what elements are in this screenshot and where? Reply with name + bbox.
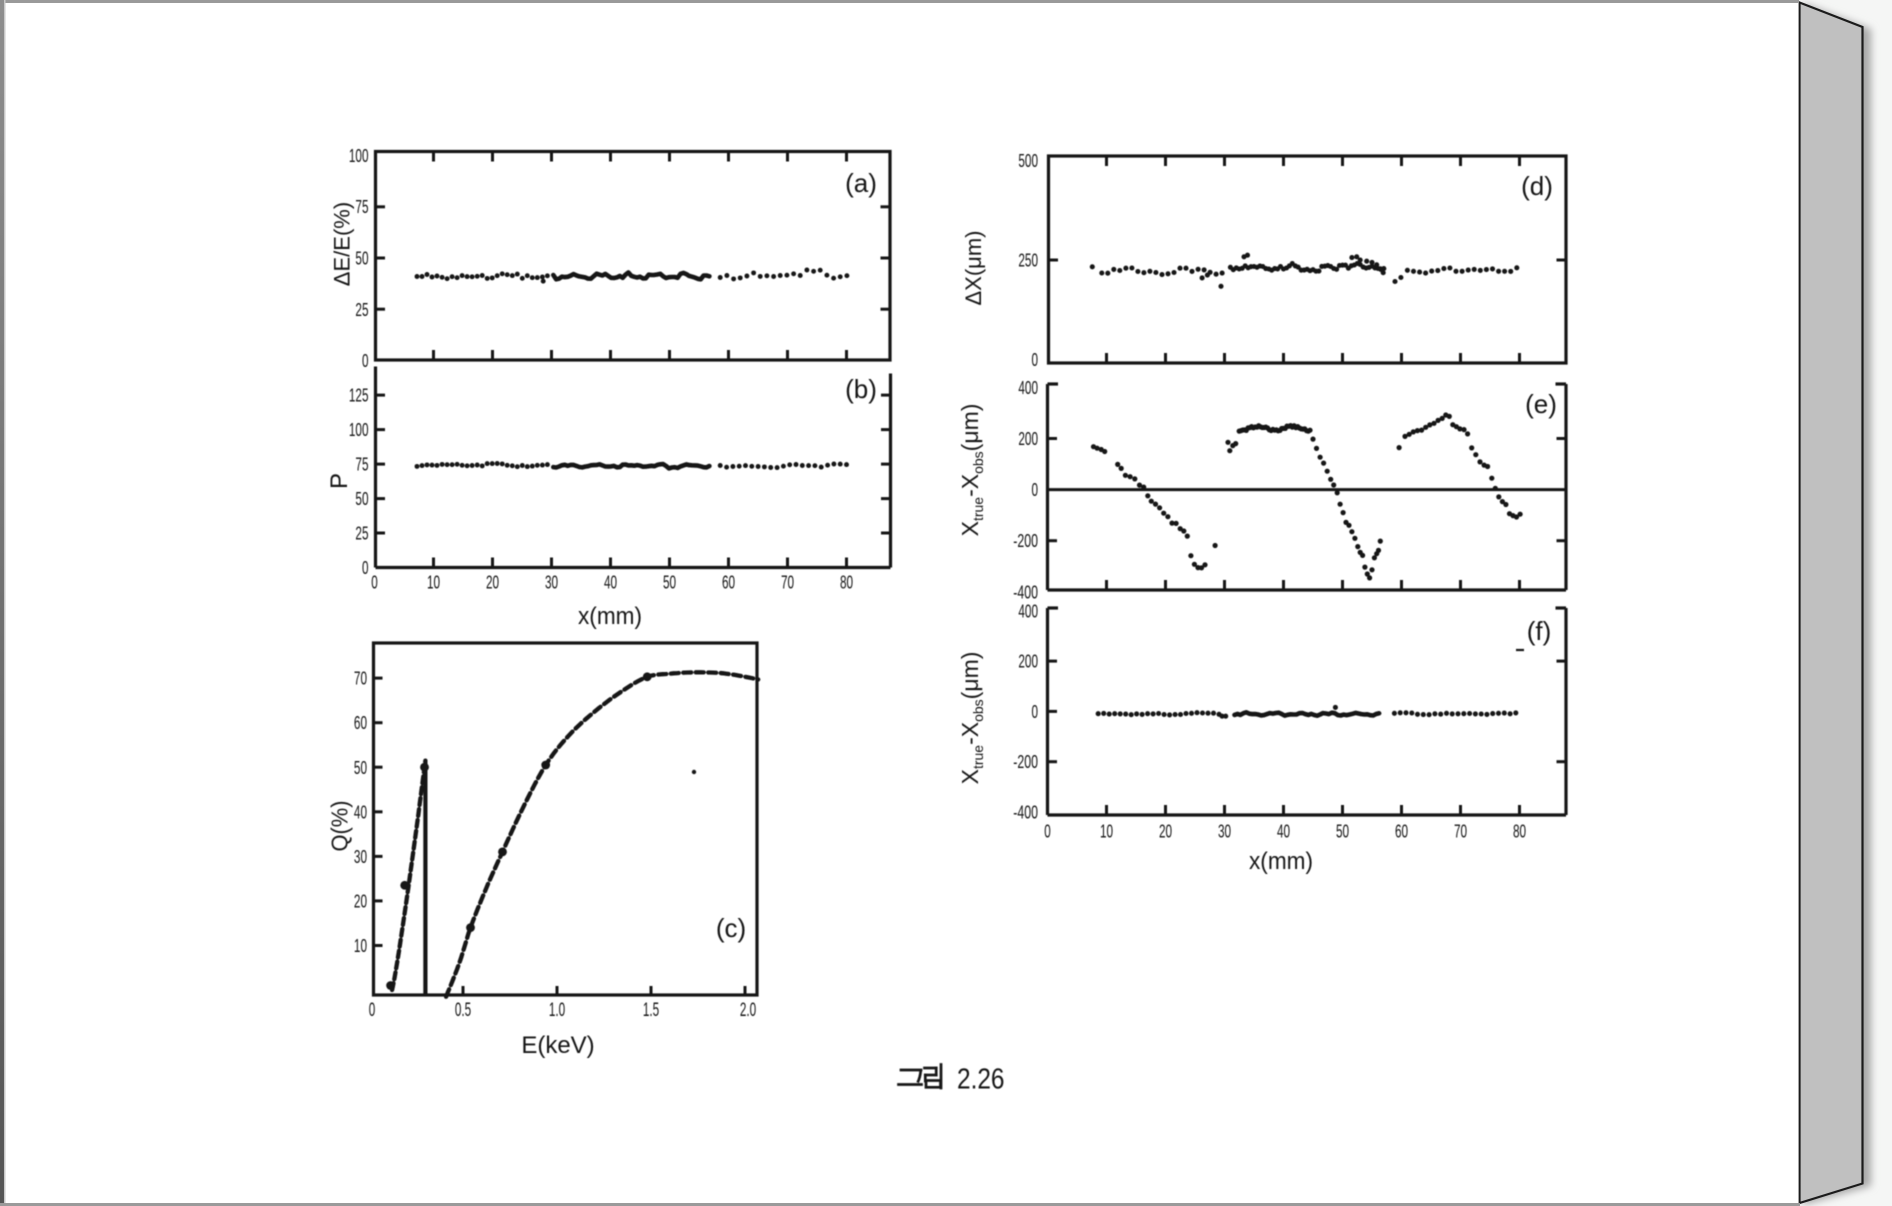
svg-text:P: P (326, 473, 353, 489)
svg-text:E(keV): E(keV) (521, 1032, 594, 1059)
svg-text:(a): (a) (845, 168, 877, 198)
svg-text:40: 40 (354, 802, 367, 822)
svg-text:0: 0 (371, 573, 378, 593)
svg-text:Q(%): Q(%) (327, 801, 353, 852)
svg-text:0.5: 0.5 (455, 1000, 471, 1021)
svg-text:40: 40 (1277, 822, 1290, 842)
svg-text:-400: -400 (1013, 803, 1038, 823)
svg-text:400: 400 (1018, 601, 1038, 621)
svg-text:0: 0 (369, 1000, 376, 1021)
svg-text:40: 40 (604, 573, 617, 593)
svg-text:x(mm): x(mm) (578, 603, 642, 630)
svg-text:50: 50 (355, 489, 368, 509)
svg-text:200: 200 (1018, 652, 1038, 672)
svg-text:30: 30 (545, 573, 558, 593)
svg-text:25: 25 (355, 300, 368, 320)
svg-text:125: 125 (349, 386, 369, 406)
svg-text:(d): (d) (1521, 171, 1553, 201)
svg-text:-200: -200 (1013, 752, 1038, 772)
svg-text:2.0: 2.0 (740, 1000, 756, 1021)
svg-text:500: 500 (1018, 151, 1038, 171)
svg-text:20: 20 (354, 891, 367, 911)
svg-text:30: 30 (354, 847, 367, 867)
svg-text:0: 0 (1044, 822, 1051, 842)
svg-text:1.5: 1.5 (643, 1000, 659, 1021)
svg-text:75: 75 (355, 197, 368, 217)
svg-text:50: 50 (1336, 822, 1349, 842)
svg-text:(c): (c) (716, 913, 746, 943)
svg-text:100: 100 (349, 146, 369, 166)
svg-text:50: 50 (354, 758, 367, 778)
svg-text:0: 0 (1032, 480, 1039, 500)
svg-text:(b): (b) (845, 374, 877, 404)
svg-text:50: 50 (355, 249, 368, 269)
svg-text:75: 75 (355, 455, 368, 475)
svg-text:0: 0 (1032, 702, 1039, 722)
svg-text:10: 10 (1100, 822, 1113, 842)
svg-text:1.0: 1.0 (549, 1000, 565, 1021)
svg-text:0: 0 (362, 558, 369, 578)
svg-text:-200: -200 (1013, 531, 1038, 551)
svg-text:80: 80 (1513, 822, 1526, 842)
svg-text:ΔX(μm): ΔX(μm) (961, 230, 986, 305)
svg-text:250: 250 (1018, 251, 1038, 271)
svg-text:50: 50 (663, 573, 676, 593)
svg-text:70: 70 (354, 669, 367, 689)
svg-text:30: 30 (1218, 822, 1231, 842)
svg-text:200: 200 (1018, 429, 1038, 449)
svg-text:(e): (e) (1525, 389, 1557, 419)
svg-text:0: 0 (1032, 350, 1039, 370)
svg-text:60: 60 (722, 573, 735, 593)
svg-text:70: 70 (1454, 822, 1467, 842)
svg-text:80: 80 (840, 573, 853, 593)
svg-text:0: 0 (362, 351, 369, 371)
svg-text:(f): (f) (1527, 616, 1552, 646)
svg-text:20: 20 (1159, 822, 1172, 842)
svg-text:20: 20 (486, 573, 499, 593)
svg-text:2.26: 2.26 (957, 1064, 1005, 1096)
svg-text:70: 70 (781, 573, 794, 593)
svg-text:100: 100 (349, 420, 369, 440)
svg-text:60: 60 (1395, 822, 1408, 842)
svg-text:400: 400 (1018, 378, 1038, 398)
svg-text:10: 10 (427, 573, 440, 593)
svg-text:25: 25 (355, 524, 368, 544)
svg-text:10: 10 (354, 936, 367, 956)
svg-text:60: 60 (354, 713, 367, 733)
svg-text:x(mm): x(mm) (1249, 848, 1313, 875)
svg-text:-400: -400 (1013, 582, 1038, 602)
svg-text:ΔE/E(%): ΔE/E(%) (330, 202, 355, 286)
